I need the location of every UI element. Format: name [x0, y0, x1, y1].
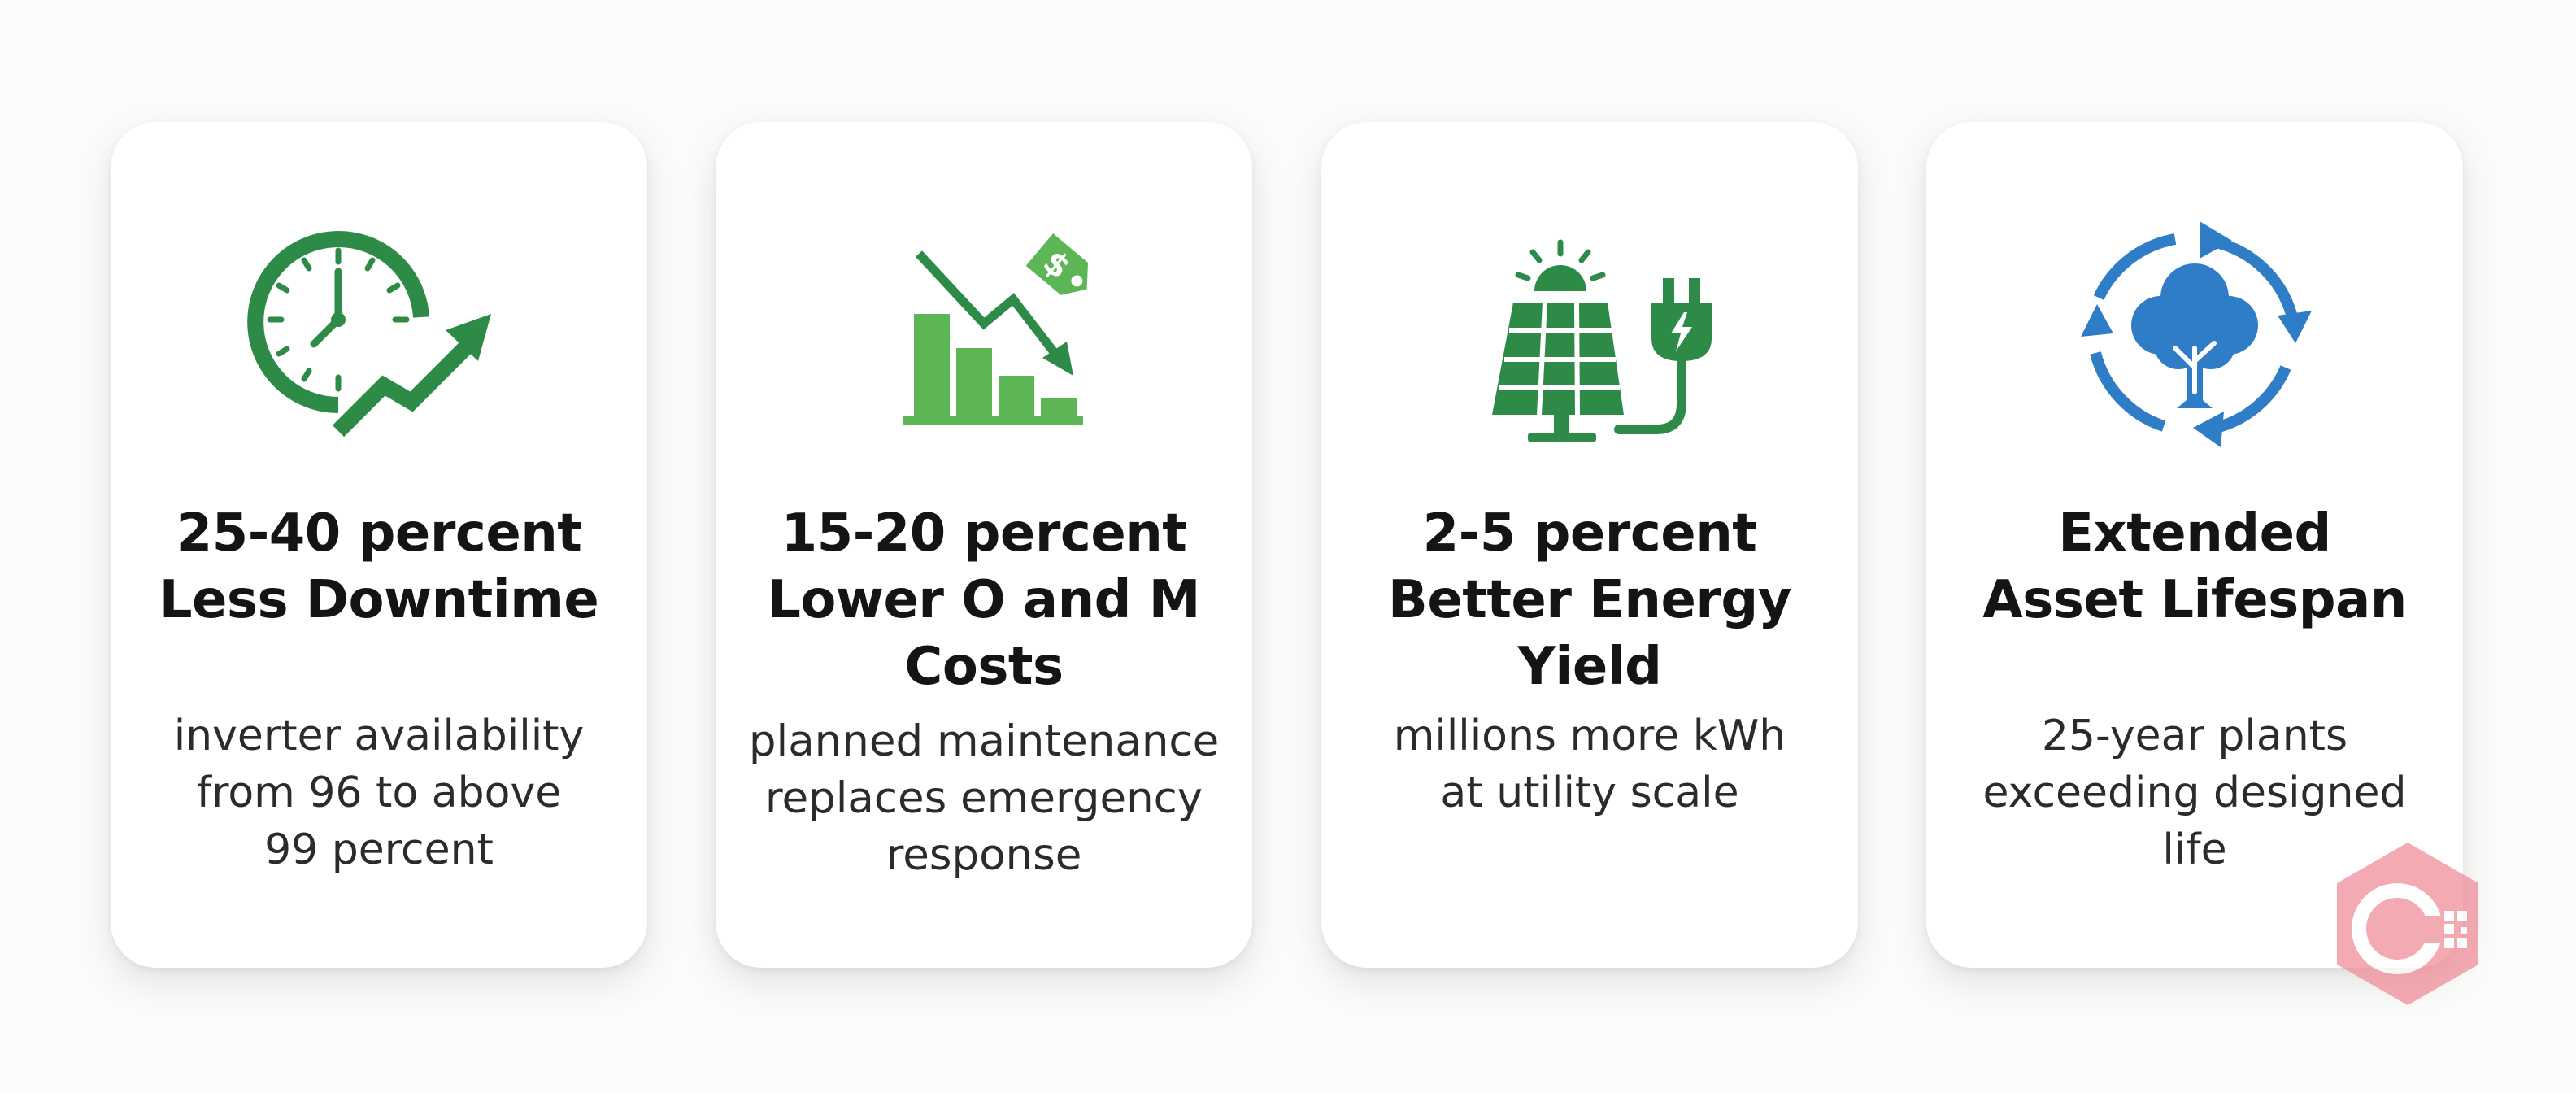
benefit-card-costs: $ 15-20 percent Lower O and M Costs plan… — [716, 122, 1252, 968]
watermark-logo-icon — [2322, 838, 2493, 1008]
benefit-title: 15-20 percent Lower O and M Costs — [768, 503, 1200, 697]
benefit-title: 2-5 percent Better Energy Yield — [1388, 503, 1791, 697]
benefit-title: Extended Asset Lifespan — [1982, 503, 2407, 630]
tree-cycle-icon — [2048, 194, 2341, 454]
benefit-description: planned maintenance replaces emergency r… — [748, 716, 1220, 880]
benefit-card-lifespan: Extended Asset Lifespan 25-year plants e… — [1926, 122, 2463, 968]
benefit-title: 25-40 percent Less Downtime — [159, 503, 599, 630]
benefit-description: inverter availability from 96 to above 9… — [173, 712, 585, 874]
benefit-description: millions more kWh at utility scale — [1393, 712, 1786, 817]
solar-panel-plug-icon — [1443, 194, 1736, 454]
benefit-description: 25-year plants exceeding designed life — [1982, 712, 2407, 874]
falling-bar-chart-price-tag-icon: $ — [838, 194, 1130, 454]
benefit-card-energy-yield: 2-5 percent Better Energy Yield millions… — [1321, 122, 1858, 968]
benefit-card-downtime: 25-40 percent Less Downtime inverter ava… — [111, 122, 647, 968]
clock-with-rising-arrow-icon — [233, 194, 525, 454]
